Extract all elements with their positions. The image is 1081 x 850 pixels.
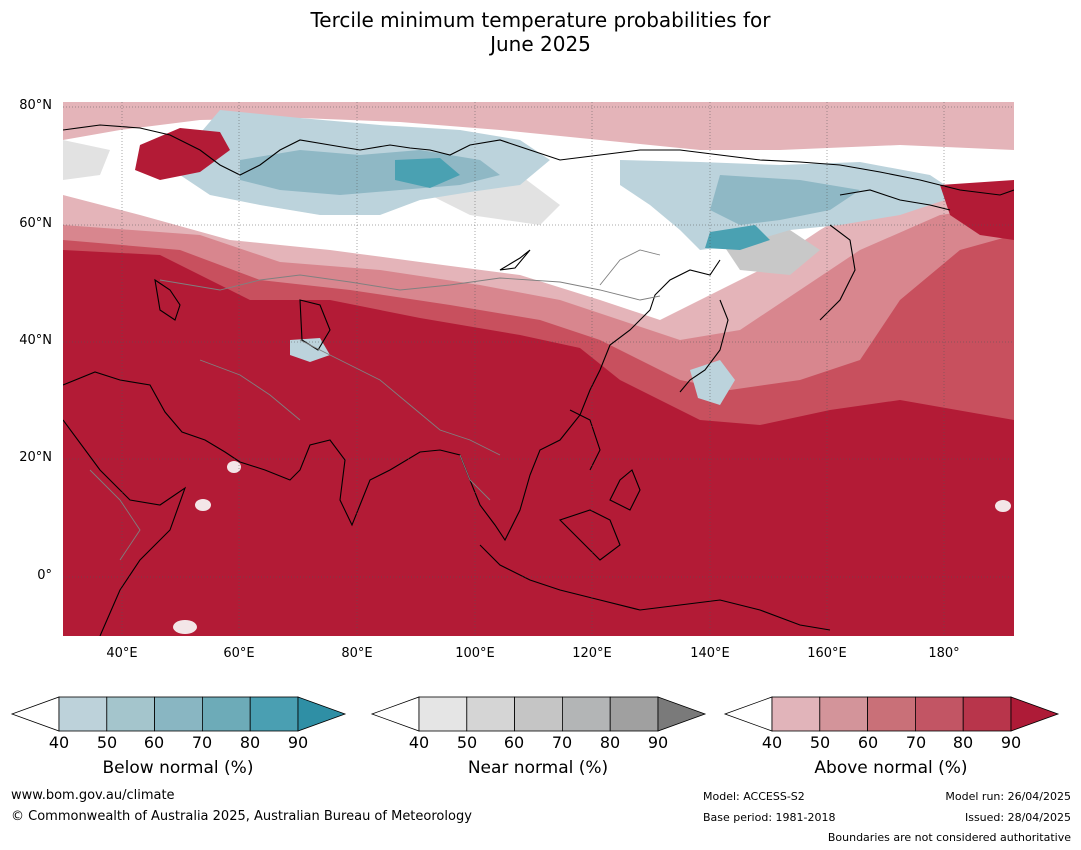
above-normal-east-patch xyxy=(940,180,1014,240)
near-normal-spot xyxy=(173,620,197,634)
colorbar-swatch xyxy=(106,696,156,732)
near-tick: 90 xyxy=(647,733,669,752)
below-tick: 80 xyxy=(239,733,261,752)
lat-label-0: 0° xyxy=(37,568,52,583)
below-tick: 60 xyxy=(143,733,165,752)
colorbar-extend-high xyxy=(297,696,347,732)
base-period-text: Base period: 1981-2018 xyxy=(703,811,836,824)
colorbars xyxy=(10,696,1060,732)
colorbar-swatch xyxy=(201,696,251,732)
graticule xyxy=(63,102,1014,636)
title-line-2: June 2025 xyxy=(490,32,591,56)
lat-label-60n: 60°N xyxy=(19,216,52,231)
model-run-text: Model run: 26/04/2025 xyxy=(945,790,1071,803)
below-tick: 40 xyxy=(48,733,70,752)
colorbar-swatch xyxy=(562,696,611,732)
above-normal-title: Above normal (%) xyxy=(814,758,968,778)
colorbar-extend-high xyxy=(657,696,707,732)
lon-label-180: 180° xyxy=(928,646,960,661)
colorbar-near xyxy=(370,696,707,732)
below-tick: 70 xyxy=(191,733,213,752)
below-tick: 90 xyxy=(287,733,309,752)
model-text: Model: ACCESS-S2 xyxy=(703,790,805,803)
website-link[interactable]: www.bom.gov.au/climate xyxy=(11,788,175,803)
below-normal-title: Below normal (%) xyxy=(102,758,254,778)
above-normal-scandinavia-patch xyxy=(135,128,230,180)
issued-text: Issued: 28/04/2025 xyxy=(964,811,1071,824)
colorbar-swatch xyxy=(771,696,821,732)
colorbar-below xyxy=(10,696,347,732)
near-normal-spot xyxy=(995,500,1011,512)
near-tick: 60 xyxy=(503,733,525,752)
colorbar-extend-low xyxy=(723,696,773,732)
above-tick: 70 xyxy=(905,733,927,752)
near-normal-grey-patch-3 xyxy=(63,140,110,180)
colorbar-swatch xyxy=(249,696,299,732)
chart-title: Tercile minimum temperature probabilitie… xyxy=(0,8,1081,56)
above-tick: 90 xyxy=(1000,733,1022,752)
colorbar-swatch xyxy=(867,696,916,732)
above-tick: 50 xyxy=(809,733,831,752)
lon-label-60e: 60°E xyxy=(223,646,255,661)
colorbar-swatch xyxy=(466,696,515,732)
colorbar-swatch xyxy=(154,696,203,732)
near-normal-spot xyxy=(227,461,241,473)
below-normal-high-patch-east xyxy=(705,225,770,250)
colorbar-extend-low xyxy=(370,696,420,732)
colorbar-swatch xyxy=(915,696,964,732)
below-normal-japan-patch xyxy=(690,360,735,405)
lon-label-100e: 100°E xyxy=(455,646,495,661)
disclaimer-text: Boundaries are not considered authoritat… xyxy=(827,831,1071,844)
colorbar-swatch xyxy=(962,696,1012,732)
below-normal-high-patch xyxy=(395,158,460,188)
lat-label-80n: 80°N xyxy=(19,98,52,113)
above-tick: 80 xyxy=(952,733,974,752)
lat-label-20n: 20°N xyxy=(19,450,52,465)
lon-label-80e: 80°E xyxy=(341,646,373,661)
colorbar-swatch xyxy=(58,696,108,732)
below-normal-mid-region-east xyxy=(710,175,860,225)
near-tick: 40 xyxy=(408,733,430,752)
below-tick: 50 xyxy=(96,733,118,752)
lon-label-160e: 160°E xyxy=(807,646,847,661)
map-field xyxy=(63,102,1014,636)
coastlines xyxy=(63,124,1014,636)
colorbar-swatch xyxy=(609,696,659,732)
colorbar-swatch xyxy=(514,696,563,732)
near-normal-title: Near normal (%) xyxy=(467,758,609,778)
colorbar-extend-high xyxy=(1010,696,1060,732)
near-tick: 70 xyxy=(551,733,573,752)
colorbar-above xyxy=(723,696,1060,732)
country-borders xyxy=(89,249,661,561)
near-normal-spot xyxy=(195,499,211,511)
lon-label-140e: 140°E xyxy=(690,646,730,661)
colorbar-swatch xyxy=(418,696,468,732)
below-normal-caspian-patch xyxy=(290,338,330,362)
colorbar-extend-low xyxy=(10,696,60,732)
near-tick: 50 xyxy=(456,733,478,752)
near-tick: 80 xyxy=(599,733,621,752)
above-tick: 40 xyxy=(761,733,783,752)
colorbar-swatch xyxy=(819,696,868,732)
lon-label-120e: 120°E xyxy=(572,646,612,661)
lon-label-40e: 40°E xyxy=(106,646,138,661)
lat-label-40n: 40°N xyxy=(19,333,52,348)
copyright-text: © Commonwealth of Australia 2025, Austra… xyxy=(11,809,472,824)
title-line-1: Tercile minimum temperature probabilitie… xyxy=(310,8,771,32)
above-tick: 60 xyxy=(857,733,879,752)
